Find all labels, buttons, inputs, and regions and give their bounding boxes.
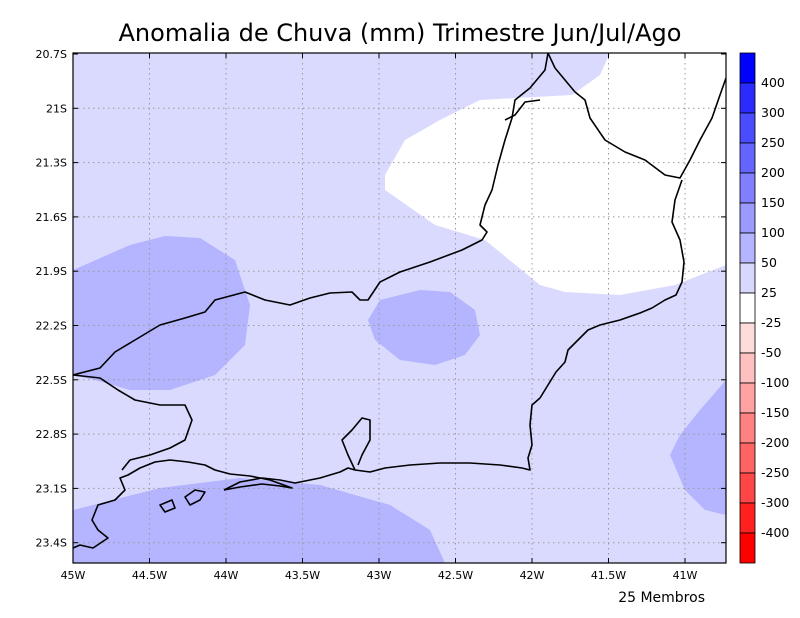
lat-tick-label: 21.3S: [36, 157, 67, 170]
lon-tick-label: 41W: [673, 569, 698, 582]
legend-level-label: -300: [761, 495, 789, 510]
legend-swatch: [739, 472, 756, 504]
lon-tick-label: 42W: [520, 569, 545, 582]
legend-level-label: -200: [761, 435, 789, 450]
color-legend: 400 300 250 200 150 100 50 25 -25 -50 -100 -150 -200…: [739, 52, 789, 564]
legend-level-label: 400: [761, 75, 785, 90]
map-area: 20.7S 21S 21.3S 21.6S 21.9S 22.2S 22.5S 22.8S 23…: [36, 48, 727, 582]
map-title: Anomalia de Chuva (mm) Trimestre Jun/Jul…: [119, 19, 682, 47]
legend-level-label: 100: [761, 225, 785, 240]
lon-tick-label: 41.5W: [591, 569, 626, 582]
legend-level-label: -400: [761, 525, 789, 540]
legend-swatch: [739, 142, 756, 174]
lat-tick-label: 20.7S: [36, 48, 67, 61]
graticule: [73, 53, 726, 563]
legend-swatch: [739, 382, 756, 414]
longitude-axis: 45W 44.5W 44W 43.5W 43W 42.5W 42W 41.5W 41W: [61, 53, 698, 582]
positive-patch-central: [368, 290, 480, 365]
legend-level-label: -100: [761, 375, 789, 390]
coastline-and-boundaries: [73, 53, 726, 549]
legend-swatch: [739, 352, 756, 384]
map-frame: [72, 52, 727, 564]
legend-level-label: 25: [761, 285, 777, 300]
legend-level-label: 50: [761, 255, 777, 270]
latitude-axis: 20.7S 21S 21.3S 21.6S 21.9S 22.2S 22.5S 22.8S 23…: [36, 48, 726, 550]
lon-tick-label: 43.5W: [285, 569, 320, 582]
legend-swatch: [739, 232, 756, 264]
legend-swatch: [739, 532, 756, 564]
legend-level-label: 200: [761, 165, 785, 180]
lat-tick-label: 23.4S: [36, 537, 67, 550]
legend-level-label: 150: [761, 195, 785, 210]
lon-tick-label: 42.5W: [438, 569, 473, 582]
ensemble-members-label: 25 Membros: [618, 590, 705, 606]
lat-tick-label: 22.8S: [36, 428, 67, 441]
legend-swatch: [739, 112, 756, 144]
lat-tick-label: 22.5S: [36, 374, 67, 387]
legend-level-label: -25: [761, 315, 781, 330]
positive-patch-east: [670, 380, 726, 515]
lat-tick-label: 21S: [46, 102, 67, 115]
legend-swatch: [739, 262, 756, 294]
legend-level-label: 300: [761, 105, 785, 120]
legend-swatch: [739, 442, 756, 474]
legend-level-label: -250: [761, 465, 789, 480]
legend-swatch: [739, 412, 756, 444]
legend-swatch: [739, 52, 756, 84]
lat-tick-label: 22.2S: [36, 320, 67, 333]
lon-tick-label: 44W: [214, 569, 239, 582]
legend-swatch: [739, 172, 756, 204]
legend-level-label: -50: [761, 345, 781, 360]
legend-swatch: [739, 292, 756, 324]
lat-tick-label: 21.6S: [36, 211, 67, 224]
legend-swatch: [739, 322, 756, 354]
legend-swatch: [739, 202, 756, 234]
near-zero-region: [385, 53, 726, 295]
lat-tick-label: 23.1S: [36, 482, 67, 495]
lon-tick-label: 43W: [367, 569, 392, 582]
lon-tick-label: 45W: [61, 569, 86, 582]
positive-patch-south: [73, 478, 445, 563]
lat-tick-label: 21.9S: [36, 265, 67, 278]
legend-level-label: -150: [761, 405, 789, 420]
legend-swatch: [739, 502, 756, 534]
legend-swatch: [739, 82, 756, 114]
lon-tick-label: 44.5W: [132, 569, 167, 582]
legend-level-label: 250: [761, 135, 785, 150]
